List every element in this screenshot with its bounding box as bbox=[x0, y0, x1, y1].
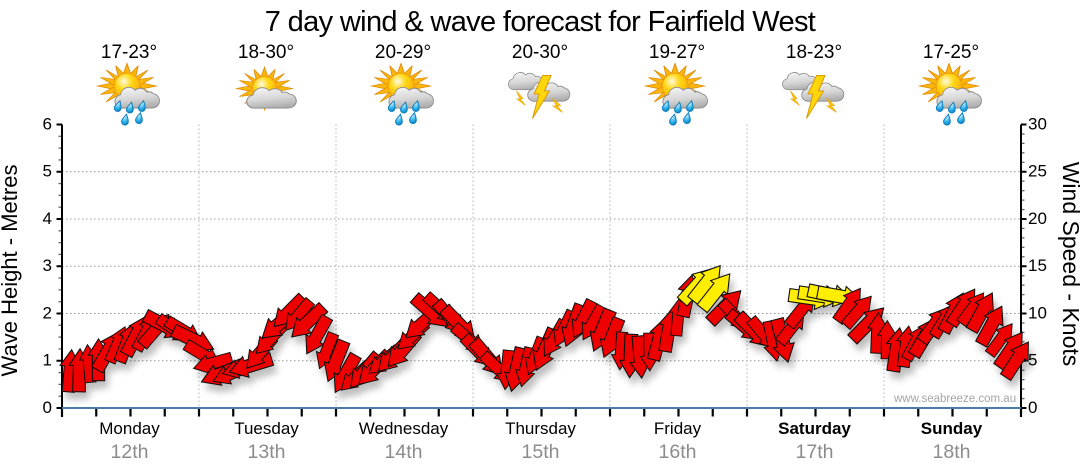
svg-text:16th: 16th bbox=[659, 441, 697, 463]
svg-text:7 day wind & wave forecast for: 7 day wind & wave forecast for Fairfield… bbox=[265, 6, 816, 38]
svg-text:Sunday: Sunday bbox=[921, 419, 983, 438]
svg-text:17-25°: 17-25° bbox=[923, 42, 979, 63]
svg-text:20-29°: 20-29° bbox=[375, 42, 431, 63]
svg-text:Saturday: Saturday bbox=[778, 419, 851, 438]
svg-text:15th: 15th bbox=[522, 441, 560, 463]
svg-text:Wednesday: Wednesday bbox=[359, 419, 449, 438]
svg-text:17-23°: 17-23° bbox=[101, 42, 157, 63]
svg-text:5: 5 bbox=[43, 162, 52, 181]
svg-text:18th: 18th bbox=[933, 441, 971, 463]
svg-text:5: 5 bbox=[1028, 351, 1037, 370]
svg-text:20: 20 bbox=[1028, 209, 1047, 228]
svg-text:Thursday: Thursday bbox=[505, 419, 576, 438]
svg-text:12th: 12th bbox=[111, 441, 149, 463]
svg-text:4: 4 bbox=[43, 209, 52, 228]
svg-text:18-23°: 18-23° bbox=[786, 42, 842, 63]
svg-text:3: 3 bbox=[43, 256, 52, 275]
svg-text:6: 6 bbox=[43, 114, 52, 133]
svg-text:17th: 17th bbox=[796, 441, 834, 463]
svg-text:19-27°: 19-27° bbox=[649, 42, 705, 63]
svg-text:www.seabreeze.com.au: www.seabreeze.com.au bbox=[893, 393, 1016, 405]
svg-text:13th: 13th bbox=[248, 441, 286, 463]
svg-text:10: 10 bbox=[1028, 303, 1047, 322]
svg-text:Tuesday: Tuesday bbox=[234, 419, 299, 438]
svg-text:20-30°: 20-30° bbox=[512, 42, 568, 63]
svg-text:18-30°: 18-30° bbox=[238, 42, 294, 63]
svg-text:1: 1 bbox=[43, 351, 52, 370]
svg-text:0: 0 bbox=[1028, 398, 1037, 417]
svg-text:25: 25 bbox=[1028, 162, 1047, 181]
svg-text:Friday: Friday bbox=[654, 419, 702, 438]
svg-text:30: 30 bbox=[1028, 114, 1047, 133]
svg-text:Monday: Monday bbox=[99, 419, 160, 438]
svg-text:Wave Height - Metres: Wave Height - Metres bbox=[0, 165, 22, 377]
svg-text:14th: 14th bbox=[385, 441, 423, 463]
svg-text:2: 2 bbox=[43, 303, 52, 322]
svg-text:0: 0 bbox=[43, 398, 52, 417]
svg-text:Wind Speed - Knots: Wind Speed - Knots bbox=[1058, 162, 1080, 367]
svg-text:15: 15 bbox=[1028, 256, 1047, 275]
